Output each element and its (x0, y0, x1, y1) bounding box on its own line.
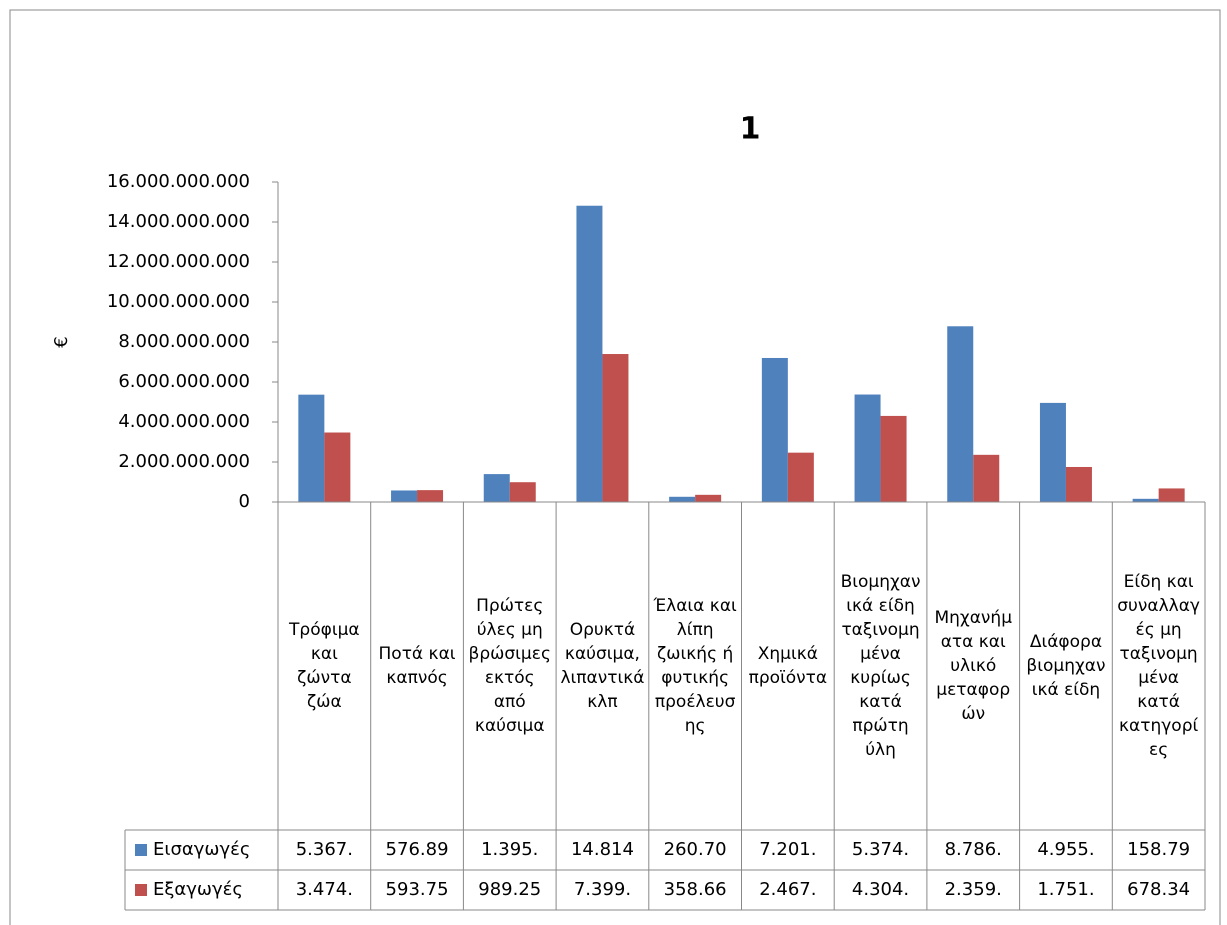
table-value: 8.786. (945, 839, 1002, 860)
table-value: 3.474. (296, 879, 353, 900)
bar (669, 496, 696, 502)
bar (787, 452, 814, 502)
bar (483, 474, 510, 502)
bar (1065, 466, 1092, 502)
y-tick-label: 8.000.000.000 (118, 331, 250, 352)
y-tick-label: 4.000.000.000 (118, 411, 250, 432)
legend-label: Εισαγωγές (153, 839, 250, 860)
x-tick-label-box: Πρώτες ύλες μη βρώσιμες εκτός από καύσιμ… (468, 596, 551, 736)
table-value: 7.201. (759, 839, 816, 860)
bar (1039, 402, 1066, 502)
chart-title: 1 (740, 112, 761, 147)
table-value: 1.395. (481, 839, 538, 860)
legend-key (135, 844, 147, 856)
bar (509, 482, 536, 502)
bar (576, 205, 603, 502)
x-tick-label-box: Έλαια και λίπη ζωικής ή φυτικής προέλευσ… (653, 596, 737, 736)
bar (1158, 488, 1185, 502)
bar (761, 357, 788, 502)
bar (880, 415, 907, 502)
x-tick-label-box: Διάφορα βιομηχανικά είδη (1026, 632, 1106, 700)
table-value: 678.34 (1127, 879, 1190, 900)
y-tick-label: 16.000.000.000 (107, 171, 250, 192)
bar (298, 394, 325, 502)
x-tick-label: Τρόφιμα και ζώντα ζώα (289, 620, 360, 712)
bar (973, 454, 1000, 502)
legend-key (135, 884, 147, 896)
bar (324, 432, 351, 502)
table-value: 7.399. (574, 879, 631, 900)
y-tick-label: 12.000.000.000 (107, 251, 250, 272)
x-tick-label: Μηχανήματα και υλικό μεταφορών (934, 608, 1013, 724)
x-tick-label: Έλαια και λίπη ζωικής ή φυτικής προέλευσ… (653, 596, 737, 736)
table-value: 14.814 (571, 839, 634, 860)
table-value: 4.955. (1037, 839, 1094, 860)
x-tick-label-box: Τρόφιμα και ζώντα ζώα (289, 620, 360, 712)
bar (854, 394, 881, 502)
table-value: 576.89 (386, 839, 449, 860)
table-value: 260.70 (664, 839, 727, 860)
table-value: 5.367. (296, 839, 353, 860)
x-tick-label-box: Ποτά και καπνός (378, 644, 456, 688)
y-tick-label: 0 (239, 491, 250, 512)
bar (391, 490, 418, 502)
x-tick-label-box: Ορυκτά καύσιμα, λιπαντικά κλπ (560, 620, 645, 712)
chart-frame (9, 9, 1221, 925)
y-tick-label: 6.000.000.000 (118, 371, 250, 392)
x-tick-label-box: Είδη και συναλλαγές μη ταξινομημένα κατά… (1117, 572, 1200, 760)
x-tick-label: Είδη και συναλλαγές μη ταξινομημένα κατά… (1117, 572, 1200, 760)
x-tick-label: Χημικά προϊόντα (748, 644, 828, 688)
y-axis-label: € (51, 336, 72, 347)
x-tick-label: Πρώτες ύλες μη βρώσιμες εκτός από καύσιμ… (468, 596, 551, 736)
x-tick-label-box: Βιομηχανικά είδη ταξινομημένα κυρίως κατ… (840, 572, 921, 760)
x-tick-label: Βιομηχανικά είδη ταξινομημένα κυρίως κατ… (840, 572, 921, 760)
bar (417, 490, 444, 502)
table-value: 5.374. (852, 839, 909, 860)
bar (1132, 498, 1159, 502)
table-value: 2.359. (945, 879, 1002, 900)
x-tick-label: Διάφορα βιομηχανικά είδη (1026, 632, 1106, 700)
table-value: 358.66 (664, 879, 727, 900)
y-tick-label: 14.000.000.000 (107, 211, 250, 232)
bar (602, 354, 629, 502)
legend-label: Εξαγωγές (153, 879, 243, 900)
x-tick-label-box: Μηχανήματα και υλικό μεταφορών (934, 608, 1013, 724)
table-value: 1.751. (1037, 879, 1094, 900)
table-value: 4.304. (852, 879, 909, 900)
bar (947, 326, 974, 502)
x-tick-label: Ορυκτά καύσιμα, λιπαντικά κλπ (560, 620, 645, 712)
y-tick-label: 2.000.000.000 (118, 451, 250, 472)
table-value: 2.467. (759, 879, 816, 900)
table-value: 158.79 (1127, 839, 1190, 860)
x-tick-label-box: Χημικά προϊόντα (748, 644, 828, 688)
table-value: 593.75 (386, 879, 449, 900)
table-value: 989.25 (478, 879, 541, 900)
y-tick-label: 10.000.000.000 (107, 291, 250, 312)
bar (695, 494, 722, 502)
x-tick-label: Ποτά και καπνός (378, 644, 456, 688)
